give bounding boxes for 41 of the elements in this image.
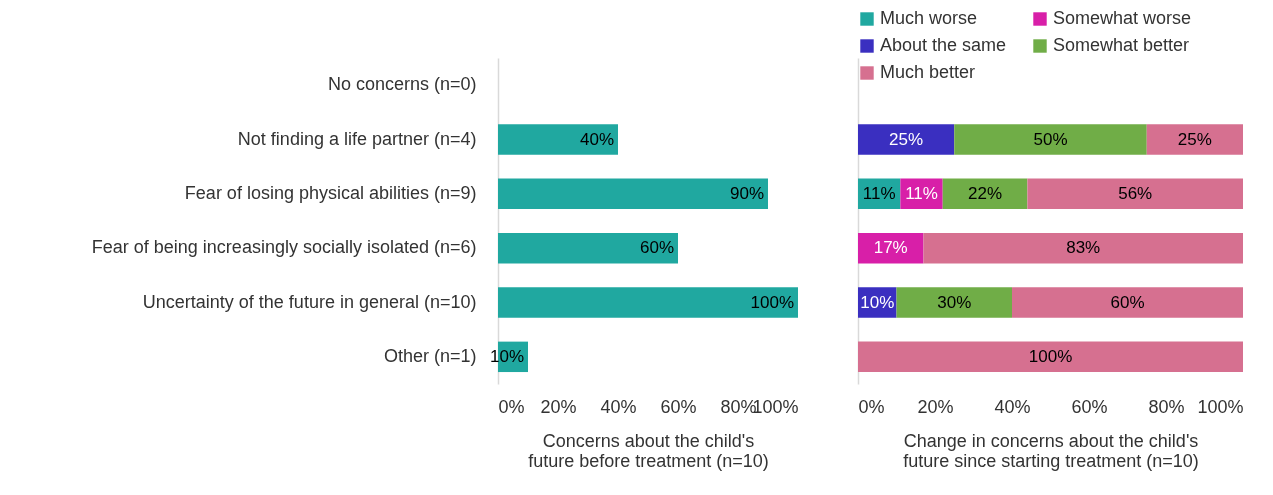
x-tick-label: 60% xyxy=(660,396,697,417)
data-label: 40% xyxy=(579,129,614,149)
data-label: 17% xyxy=(873,238,908,258)
data-label: 11% xyxy=(905,183,938,203)
data-label: 56% xyxy=(1118,183,1153,203)
x-tick-label: 20% xyxy=(917,396,954,417)
data-label: 22% xyxy=(968,183,1003,203)
data-label: 30% xyxy=(937,292,972,312)
x-tick-label: 40% xyxy=(600,396,637,417)
data-label: 60% xyxy=(639,238,674,258)
x-axis-title: Concerns about the child's future before treatment (n=10) xyxy=(528,430,769,471)
x-tick-label: 60% xyxy=(1071,396,1108,417)
data-label: 100% xyxy=(750,292,794,312)
y-tick-label: Other (n=1) xyxy=(383,345,477,366)
x-tick-label: 80% xyxy=(1148,396,1185,417)
data-label: 83% xyxy=(1066,238,1101,258)
x-tick-label: 40% xyxy=(994,396,1031,417)
data-label: 10% xyxy=(860,292,895,312)
legend-label: About the same xyxy=(880,35,1007,55)
legend-label: Much worse xyxy=(880,8,978,28)
data-label: 60% xyxy=(1110,292,1145,312)
data-label: 25% xyxy=(889,129,924,149)
x-tick-label: 20% xyxy=(540,396,577,417)
x-tick-label: 0% xyxy=(498,396,525,417)
y-tick-label: Fear of losing physical abilities (n=9) xyxy=(184,182,477,203)
x-tick-label: 80% xyxy=(720,396,757,417)
x-axis-title: Change in concerns about the child's future since starting treatment (n=10) xyxy=(903,430,1199,471)
x-tick-label: 100% xyxy=(1197,396,1244,417)
data-label: 25% xyxy=(1177,129,1212,149)
y-tick-label: Not finding a life partner (n=4) xyxy=(237,128,477,149)
data-label: 11% xyxy=(862,183,896,203)
data-label: 50% xyxy=(1033,129,1068,149)
legend-label: Much better xyxy=(880,62,976,82)
data-label: 90% xyxy=(729,183,764,203)
y-tick-label: No concerns (n=0) xyxy=(327,74,477,95)
y-tick-label: Uncertainty of the future in general (n=10) xyxy=(142,291,477,312)
legend-label: Somewhat better xyxy=(1053,35,1190,55)
x-tick-label: 0% xyxy=(858,396,885,417)
y-tick-label: Fear of being increasingly socially isolated (n=6) xyxy=(91,237,477,258)
legend-label: Somewhat worse xyxy=(1053,8,1192,28)
data-label: 100% xyxy=(1028,346,1073,366)
